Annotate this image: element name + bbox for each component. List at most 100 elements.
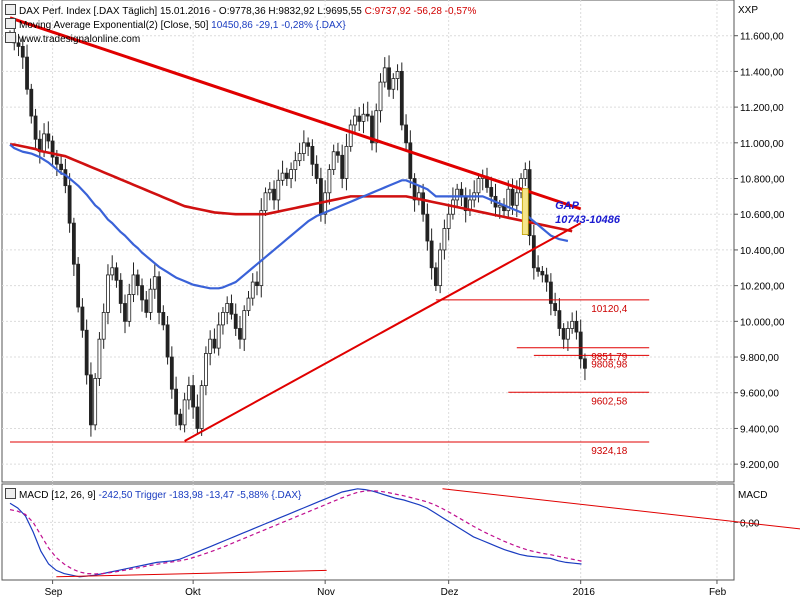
candle-body [297, 153, 302, 162]
candle-body [135, 274, 140, 287]
candle-body [442, 228, 447, 251]
candle-body [506, 188, 511, 212]
macd-trendline-up [56, 569, 327, 578]
candle-body [289, 169, 293, 179]
candle-body [365, 113, 370, 117]
candle-body [199, 385, 204, 429]
candle-body [293, 160, 298, 170]
candle-body [344, 145, 349, 179]
candle-body [233, 313, 238, 329]
candle-body [399, 71, 404, 126]
candle-body [421, 192, 426, 215]
candle-body [140, 285, 144, 301]
macd-header-values: -242,50 Trigger -183,98 -13,47 -5,88% {.… [98, 490, 302, 501]
watermark: www.tradesignalonline.com [5, 32, 140, 46]
candle-body [263, 192, 268, 212]
header-line-2: Moving Average Exponential(2) [Close, 50… [5, 18, 346, 32]
x-tick-label: Feb [709, 587, 727, 598]
level-label: 9324,18 [591, 446, 628, 457]
y-tick-label: 10.800,00 [740, 175, 785, 186]
macd-line [9, 488, 582, 578]
candle-body [370, 115, 374, 144]
candle-body [169, 356, 174, 390]
candle-body [50, 140, 55, 158]
x-tick-label: Sep [45, 587, 63, 598]
x-tick-label: Nov [317, 587, 335, 598]
candle-body [16, 42, 21, 47]
candle-body [186, 385, 191, 401]
candle-body [33, 115, 38, 140]
y-tick-label: 9.200,00 [740, 460, 779, 471]
candle-body [42, 133, 46, 153]
candle-body [340, 154, 345, 179]
candle-body [566, 328, 570, 340]
y-tick-label: 9.400,00 [740, 424, 779, 435]
candle-body [314, 163, 319, 179]
y-tick-label: 10.000,00 [740, 317, 785, 328]
candle-body [25, 56, 29, 90]
price-panel-frame [1, 0, 735, 483]
candle-body [272, 188, 276, 201]
candle-body [178, 413, 183, 426]
candle-body [267, 188, 272, 194]
candle-body [561, 328, 566, 340]
candle-body [191, 385, 196, 408]
candle-body [583, 358, 587, 369]
candle-body [216, 324, 221, 349]
candle-body [361, 113, 366, 122]
candle-body [182, 399, 187, 426]
candle-body [101, 312, 106, 340]
macd-axis-label: MACD [738, 490, 768, 501]
gap-range-label: 10743-10486 [555, 214, 621, 226]
candle-body [195, 406, 200, 429]
gap-label: GAP [555, 200, 580, 212]
candle-body [97, 338, 102, 379]
candle-body [536, 267, 540, 272]
candle-body [276, 179, 281, 201]
series-box-icon [5, 4, 16, 15]
candle-body [374, 110, 379, 144]
gap-box [521, 188, 529, 235]
candle-body [46, 133, 51, 142]
macd-trigger-line [9, 490, 582, 575]
price-axis-label: XXP [738, 5, 759, 16]
candle-body [221, 312, 225, 326]
macd-zero-label: 0,00 [740, 518, 760, 529]
y-tick-label: 11.600,00 [740, 32, 784, 43]
y-tick-label: 9.600,00 [740, 389, 779, 400]
candle-body [29, 88, 34, 117]
level-label: 9602,58 [591, 396, 628, 407]
candle-body [523, 169, 528, 179]
ema50-blue-line [9, 143, 569, 290]
candle-body [489, 187, 494, 197]
level-label: 9851,79 [591, 352, 628, 363]
candle-body [225, 303, 230, 313]
candle-body [238, 328, 242, 340]
candle-body [255, 281, 259, 287]
candle-body [544, 274, 549, 283]
candle-body [106, 274, 110, 313]
macd-header-text: MACD [12, 26, 9] [19, 490, 99, 501]
candle-body [497, 204, 502, 208]
candle-body [318, 178, 323, 215]
candle-body [425, 213, 430, 242]
candle-body [336, 151, 340, 156]
series-box-icon [5, 488, 16, 499]
candle-body [284, 172, 289, 179]
y-tick-label: 10.600,00 [740, 210, 785, 221]
candle-body [131, 274, 136, 295]
y-tick-label: 11.200,00 [740, 103, 784, 114]
candle-body [229, 303, 234, 315]
candle-body [110, 267, 115, 276]
candle-body [476, 178, 481, 194]
candle-body [174, 388, 178, 415]
candle-body [165, 324, 170, 358]
header-line-1-change: C:9737,92 -56,28 -0,57% [364, 6, 477, 17]
candle-body [438, 249, 443, 287]
candle-body [280, 172, 285, 181]
macd-panel-frame [1, 483, 735, 581]
candle-body [259, 210, 264, 287]
header-line-2-text: Moving Average Exponential(2) [Close, 50… [19, 20, 212, 31]
candle-body [20, 46, 25, 58]
candle-body [510, 188, 515, 206]
